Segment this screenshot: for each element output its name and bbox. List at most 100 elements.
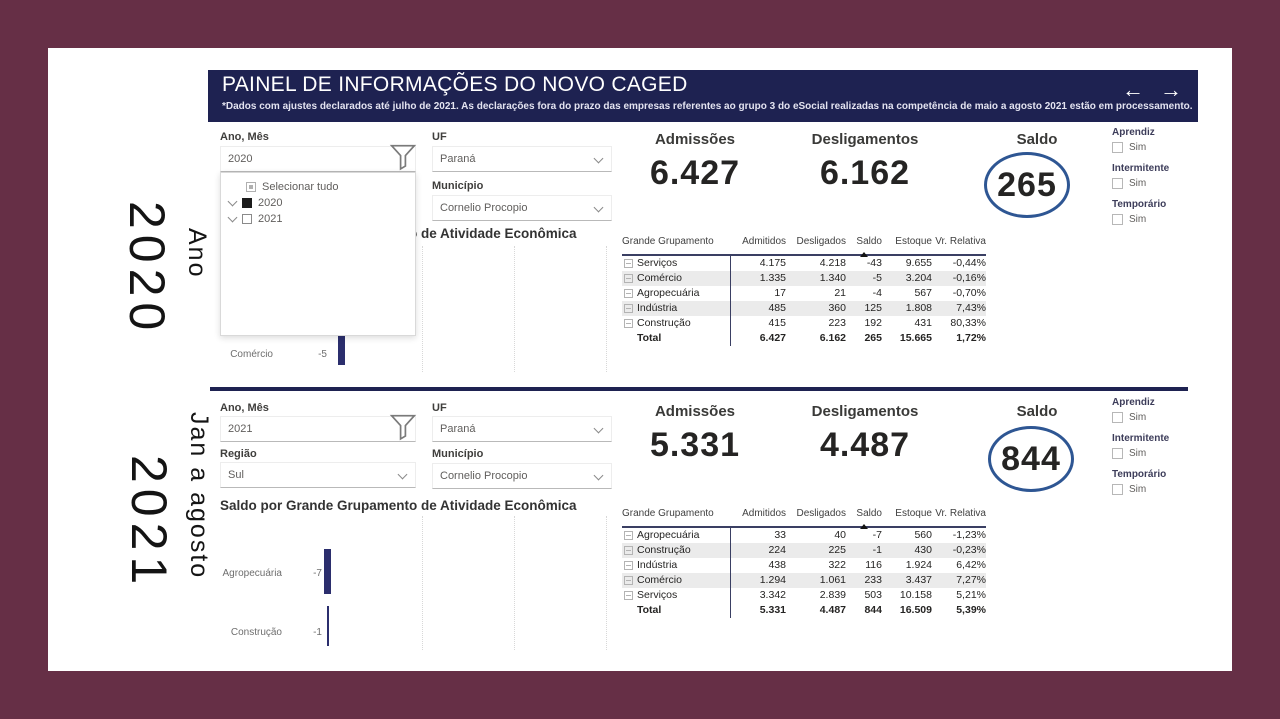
sort-ascending-icon	[860, 252, 868, 257]
expand-icon[interactable]	[624, 274, 633, 283]
expand-icon[interactable]	[624, 531, 633, 540]
matrix-header-row: Grande Grupamento Admitidos Desligados S…	[622, 236, 986, 256]
checkbox-unchecked-icon[interactable]	[1112, 178, 1123, 189]
toggle-label-aprendiz: Aprendiz	[1112, 397, 1155, 408]
column-header[interactable]: Saldo	[856, 236, 882, 247]
prev-page-arrow-icon[interactable]: ←	[1122, 77, 1144, 102]
table-total-row: Total 6.427 6.162 265 15.665 1,72%	[637, 331, 986, 346]
expand-icon[interactable]	[624, 319, 633, 328]
matrix-2021: Grande Grupamento Admitidos Desligados S…	[622, 508, 986, 618]
table-row[interactable]: Agropecuária 33 40 -7 560 -1,23%	[622, 528, 986, 543]
bar-comercio[interactable]	[338, 335, 345, 365]
checkbox-partial-icon[interactable]	[246, 182, 256, 192]
toggle-group: Aprendiz Sim Intermitente Sim Temporário…	[1112, 127, 1212, 235]
header-bar: PAINEL DE INFORMAÇÕES DO NOVO CAGED *Dad…	[208, 70, 1198, 122]
checkbox-unchecked-icon[interactable]	[1112, 448, 1123, 459]
expand-icon[interactable]	[624, 304, 633, 313]
column-header[interactable]: Vr. Relativa	[935, 508, 986, 519]
uf-dropdown[interactable]: Paraná	[432, 146, 612, 172]
column-header[interactable]: Saldo	[856, 508, 882, 519]
filter-funnel-icon[interactable]	[386, 140, 420, 179]
municipio-dropdown[interactable]: Cornelio Procopio	[432, 463, 612, 489]
chevron-down-icon[interactable]	[227, 212, 238, 223]
table-row[interactable]: Serviços 3.342 2.839 503 10.158 5,21%	[622, 588, 986, 603]
table-row[interactable]: Construção 224 225 -1 430 -0,23%	[622, 543, 986, 558]
bar-construcao[interactable]	[327, 606, 329, 646]
toggle-option: Sim	[1112, 142, 1212, 153]
column-header[interactable]: Desligados	[796, 236, 846, 247]
column-header[interactable]: Estoque	[895, 508, 932, 519]
toggle-option: Sim	[1112, 412, 1212, 423]
bar-category-label: Construção	[230, 627, 282, 638]
saldo-circle: 265	[984, 152, 1070, 218]
tree-item-selecionar-tudo[interactable]: Selecionar tudo	[221, 179, 415, 195]
regiao-dropdown[interactable]: Sul	[220, 462, 416, 488]
page-navigation: ← →	[1122, 77, 1182, 103]
table-row[interactable]: Serviços 4.175 4.218 -43 9.655 -0,44%	[622, 256, 986, 271]
kpi-saldo: Saldo	[1016, 403, 1058, 420]
gridline	[606, 246, 607, 372]
checkbox-unchecked-icon[interactable]	[1112, 214, 1123, 225]
municipio-dropdown[interactable]: Cornelio Procopio	[432, 195, 612, 221]
column-header[interactable]: Admitidos	[742, 236, 786, 247]
toggle-label-intermitente: Intermitente	[1112, 433, 1170, 444]
tree-item-2020[interactable]: 2020	[221, 195, 415, 211]
table-total-row: Total 5.331 4.487 844 16.509 5,39%	[637, 603, 986, 618]
uf-dropdown[interactable]: Paraná	[432, 416, 612, 442]
matrix-header-row: Grande Grupamento Admitidos Desligados S…	[622, 508, 986, 528]
expand-icon[interactable]	[624, 576, 633, 585]
table-row[interactable]: Comércio 1.294 1.061 233 3.437 7,27%	[622, 573, 986, 588]
expand-icon[interactable]	[624, 591, 633, 600]
tree-item-2021[interactable]: 2021	[221, 211, 415, 227]
bar-category-label: Agropecuária	[222, 568, 282, 579]
expand-icon[interactable]	[624, 289, 633, 298]
bar-value-label: -5	[318, 349, 327, 360]
checkbox-unchecked-icon[interactable]	[242, 214, 252, 224]
kpi-desligamentos: Desligamentos 6.162	[811, 131, 919, 192]
toggle-label-temporario: Temporário	[1112, 199, 1167, 210]
table-row[interactable]: Indústria 438 322 116 1.924 6,42%	[622, 558, 986, 573]
expand-icon[interactable]	[624, 546, 633, 555]
gridline	[606, 516, 607, 650]
side-label-jan-a-agosto: Jan a agosto	[185, 412, 213, 580]
kpi-admissoes: Admissões 5.331	[649, 403, 741, 464]
column-header[interactable]: Desligados	[796, 508, 846, 519]
chevron-down-icon	[593, 470, 604, 481]
regiao-label: Região	[220, 448, 257, 460]
ano-mes-value-box[interactable]: 2020	[220, 146, 416, 172]
checkbox-unchecked-icon[interactable]	[1112, 484, 1123, 495]
checkbox-unchecked-icon[interactable]	[1112, 412, 1123, 423]
bar-agropecuaria[interactable]	[324, 549, 331, 594]
checkbox-checked-icon[interactable]	[242, 198, 252, 208]
municipio-label: Município	[432, 180, 484, 192]
sort-ascending-icon	[860, 524, 868, 529]
kpi-saldo: Saldo	[1016, 131, 1058, 148]
saldo-circle: 844	[988, 426, 1074, 492]
ano-mes-value-box[interactable]: 2021	[220, 416, 416, 442]
toggle-option: Sim	[1112, 214, 1212, 225]
ano-mes-dropdown-list: Selecionar tudo 2020 2021	[220, 172, 416, 336]
toggle-option: Sim	[1112, 484, 1212, 495]
toggle-group: Aprendiz Sim Intermitente Sim Temporário…	[1112, 397, 1212, 505]
column-header[interactable]: Vr. Relativa	[935, 236, 986, 247]
page-title: PAINEL DE INFORMAÇÕES DO NOVO CAGED	[222, 73, 688, 96]
table-row[interactable]: Comércio 1.335 1.340 -5 3.204 -0,16%	[622, 271, 986, 286]
side-label-year-2020: 2020	[119, 201, 175, 337]
column-header[interactable]: Admitidos	[742, 508, 786, 519]
table-row[interactable]: Construção 415 223 192 431 80,33%	[622, 316, 986, 331]
expand-icon[interactable]	[624, 561, 633, 570]
kpi-desligamentos: Desligamentos 4.487	[811, 403, 919, 464]
chevron-down-icon	[593, 423, 604, 434]
bar-category-label: Comércio	[230, 349, 273, 360]
chevron-down-icon[interactable]	[227, 196, 238, 207]
column-header[interactable]: Grande Grupamento	[622, 236, 714, 247]
table-row[interactable]: Indústria 485 360 125 1.808 7,43%	[622, 301, 986, 316]
next-page-arrow-icon[interactable]: →	[1160, 77, 1182, 102]
column-header[interactable]: Grande Grupamento	[622, 508, 714, 519]
table-row[interactable]: Agropecuária 17 21 -4 567 -0,70%	[622, 286, 986, 301]
filter-funnel-icon[interactable]	[386, 410, 420, 449]
checkbox-unchecked-icon[interactable]	[1112, 142, 1123, 153]
expand-icon[interactable]	[624, 259, 633, 268]
toggle-label-aprendiz: Aprendiz	[1112, 127, 1155, 138]
column-header[interactable]: Estoque	[895, 236, 932, 247]
